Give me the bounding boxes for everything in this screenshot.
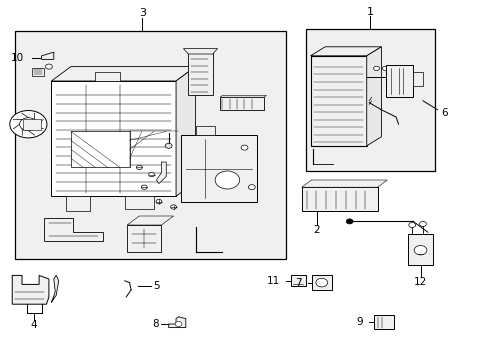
Circle shape <box>175 321 182 327</box>
Bar <box>290 275 305 286</box>
Circle shape <box>346 219 352 224</box>
Bar <box>181 135 256 202</box>
Circle shape <box>148 172 154 177</box>
Polygon shape <box>124 196 154 209</box>
Bar <box>412 72 422 86</box>
Circle shape <box>215 171 239 189</box>
Text: 10: 10 <box>10 53 23 63</box>
Circle shape <box>156 199 162 204</box>
Polygon shape <box>168 317 185 328</box>
Circle shape <box>315 278 327 287</box>
Text: 4: 4 <box>31 320 38 330</box>
Circle shape <box>10 111 47 138</box>
Polygon shape <box>366 47 381 146</box>
Bar <box>373 315 393 329</box>
Polygon shape <box>195 126 215 135</box>
Circle shape <box>389 75 397 80</box>
Text: 1: 1 <box>366 6 373 17</box>
Polygon shape <box>183 49 217 54</box>
Circle shape <box>165 143 172 148</box>
Circle shape <box>20 118 37 131</box>
Polygon shape <box>51 67 195 81</box>
Polygon shape <box>176 67 195 196</box>
Bar <box>51 81 176 196</box>
Text: 6: 6 <box>441 108 447 118</box>
Text: 7: 7 <box>295 278 302 288</box>
Bar <box>305 29 434 171</box>
Polygon shape <box>51 275 59 302</box>
Polygon shape <box>301 180 386 187</box>
Polygon shape <box>220 95 266 97</box>
Bar <box>407 234 432 265</box>
Bar <box>71 131 129 167</box>
Text: 11: 11 <box>266 276 279 286</box>
Polygon shape <box>95 72 120 81</box>
Text: 12: 12 <box>413 276 427 287</box>
Polygon shape <box>66 196 90 211</box>
Circle shape <box>373 66 379 71</box>
Circle shape <box>45 64 52 69</box>
Text: 2: 2 <box>313 225 320 235</box>
Circle shape <box>141 185 147 189</box>
Polygon shape <box>127 216 173 225</box>
Circle shape <box>248 185 255 190</box>
Bar <box>386 65 412 97</box>
Polygon shape <box>41 52 54 59</box>
Text: 3: 3 <box>139 8 145 18</box>
Polygon shape <box>32 68 44 76</box>
Text: 5: 5 <box>153 281 160 291</box>
Bar <box>127 225 161 252</box>
Bar <box>15 31 285 259</box>
Bar <box>23 119 41 130</box>
Bar <box>310 56 366 146</box>
Circle shape <box>136 165 142 170</box>
Bar <box>188 49 212 95</box>
Circle shape <box>408 222 415 228</box>
Polygon shape <box>12 275 49 304</box>
Bar <box>311 275 331 290</box>
Circle shape <box>241 145 247 150</box>
Polygon shape <box>310 47 381 56</box>
Circle shape <box>419 221 426 226</box>
Polygon shape <box>156 162 166 184</box>
Circle shape <box>382 66 387 71</box>
Circle shape <box>413 246 426 255</box>
Text: 9: 9 <box>355 317 362 327</box>
Bar <box>220 97 264 110</box>
Bar <box>301 187 377 211</box>
Text: 8: 8 <box>152 319 159 329</box>
Polygon shape <box>44 218 102 241</box>
Circle shape <box>170 205 176 209</box>
